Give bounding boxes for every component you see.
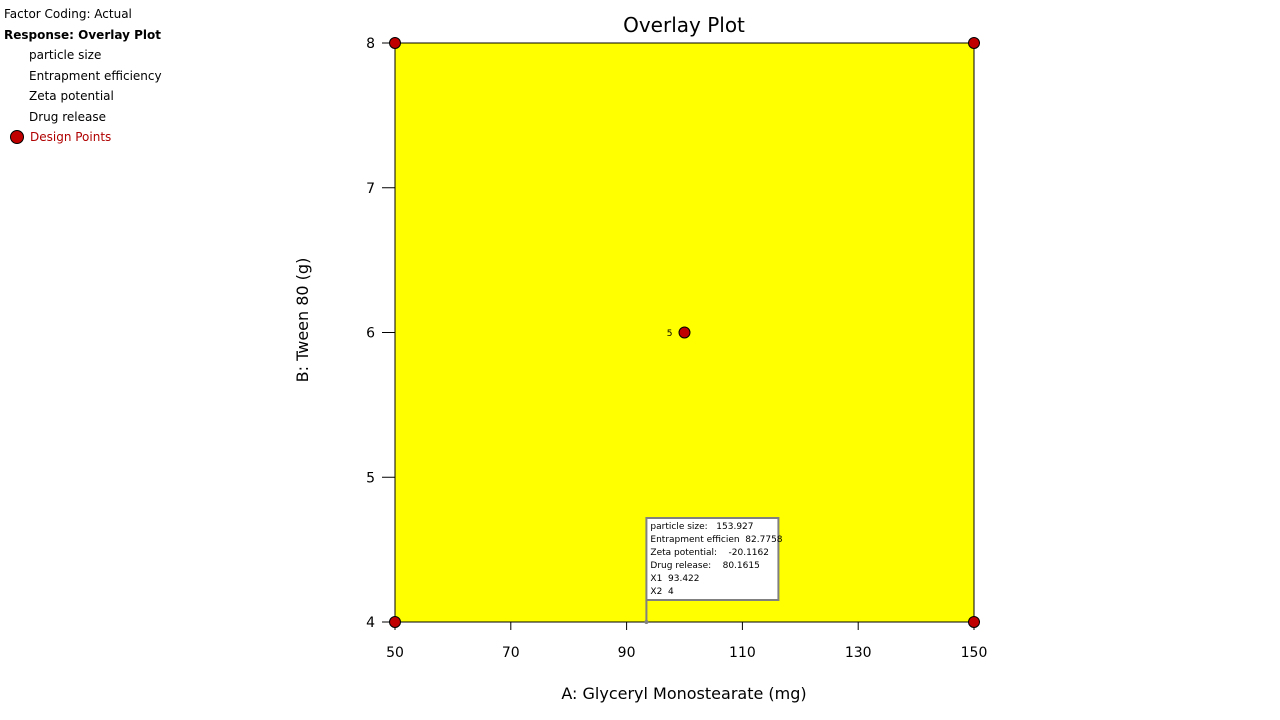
design-point-1[interactable]: [968, 37, 980, 49]
legend: Factor Coding: Actual Response: Overlay …: [4, 4, 162, 148]
y-tick-label-3: 7: [366, 181, 375, 197]
design-point-4[interactable]: [968, 616, 980, 628]
y-axis-label: B: Tween 80 (g): [293, 258, 312, 383]
legend-item-particle-size: particle size: [29, 48, 102, 62]
flag-line-5: X2 4: [650, 587, 674, 597]
flag-tooltip[interactable]: particle size: 153.927 Entrapment efficie…: [644, 517, 783, 624]
design-points: 5: [389, 37, 980, 628]
design-point-label-2: 5: [667, 329, 673, 339]
design-point-2[interactable]: [678, 326, 691, 339]
design-point-0[interactable]: [389, 37, 401, 49]
factor-coding-label: Factor Coding: Actual: [4, 7, 132, 21]
flag-anchor: [644, 620, 649, 624]
x-tick-label-2: 90: [618, 645, 636, 661]
legend-item-design-points: Design Points: [4, 127, 162, 148]
flag-line-3: Drug release: 80.1615: [650, 561, 759, 571]
response-label: Response: Overlay Plot: [4, 27, 161, 42]
legend-item-drug-release: Drug release: [29, 109, 106, 124]
design-point-marker-icon: [10, 130, 24, 145]
flag-box: [645, 517, 780, 601]
y-tick-label-2: 6: [366, 326, 375, 342]
flag-line-4: X1 93.422: [650, 574, 699, 584]
legend-item-zeta-potential: Zeta potential: [29, 89, 114, 103]
x-tick-label-0: 50: [386, 645, 404, 661]
x-tick-label-1: 70: [502, 645, 520, 661]
y-tick-label-1: 5: [366, 470, 375, 486]
design-points-label: Design Points: [30, 130, 112, 144]
flag-line-2: Zeta potential: -20.1162: [650, 548, 769, 558]
flag-line-1: Entrapment efficien 82.7758: [650, 535, 782, 545]
x-tick-label-3: 110: [729, 645, 756, 661]
design-point-3[interactable]: [389, 616, 401, 628]
chart-title: Overlay Plot: [623, 13, 745, 37]
y-tick-label-0: 4: [366, 615, 375, 631]
y-axis: 4 5 6 7 8: [366, 36, 395, 631]
legend-item-entrapment-efficiency: Entrapment efficiency: [29, 68, 162, 83]
x-axis-label: A: Glyceryl Monostearate (mg): [561, 684, 806, 703]
flag-line-0: particle size: 153.927: [650, 522, 753, 532]
y-tick-label-4: 8: [366, 36, 375, 52]
x-axis: 50 70 90 110 130 150: [386, 622, 987, 661]
x-tick-label-4: 130: [845, 645, 872, 661]
x-tick-label-5: 150: [961, 645, 988, 661]
